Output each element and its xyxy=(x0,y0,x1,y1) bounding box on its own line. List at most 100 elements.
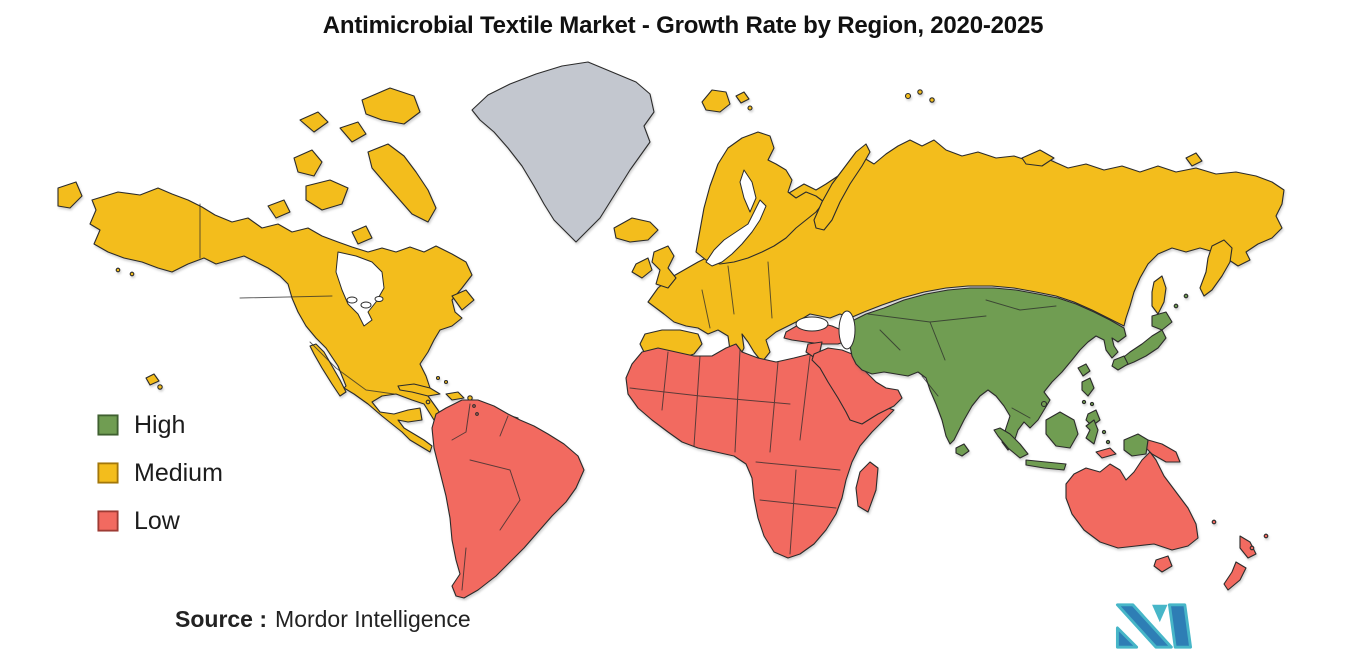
border-europe xyxy=(701,289,711,329)
border-south-america xyxy=(499,415,509,437)
greenland xyxy=(471,61,655,243)
border-europe xyxy=(767,261,773,319)
border-south-america xyxy=(461,547,467,591)
lesser-antilles xyxy=(472,404,476,408)
newfoundland xyxy=(451,289,475,311)
pacific-island xyxy=(1211,519,1217,525)
logo-right-stroke xyxy=(1167,603,1193,649)
border-africa xyxy=(799,355,811,441)
asia-mainland xyxy=(847,287,1127,451)
ellesmere-island xyxy=(361,87,421,125)
border-africa xyxy=(629,387,791,405)
legend-item-high: High xyxy=(97,408,223,442)
source-value: Mordor Intelligence xyxy=(275,606,471,632)
legend-swatch-low-icon xyxy=(97,510,119,532)
pacific-island xyxy=(1263,533,1269,539)
aleutian-island xyxy=(115,267,121,273)
source-prefix: Source : xyxy=(175,606,268,632)
philippines-island xyxy=(1089,401,1095,407)
hainan xyxy=(1040,400,1048,408)
great-britain xyxy=(651,245,677,289)
kuril-island xyxy=(1173,303,1179,309)
bering-fragment xyxy=(57,181,83,209)
ireland xyxy=(631,257,653,279)
hudson-bay xyxy=(335,251,385,327)
legend-label-high: High xyxy=(134,410,186,439)
border-africa xyxy=(734,349,741,453)
sumatra xyxy=(993,427,1029,459)
caspian-sea xyxy=(838,310,856,350)
border-asia xyxy=(929,321,946,361)
philippines-luzon xyxy=(1081,377,1095,397)
kamchatka xyxy=(1199,239,1233,297)
new-zealand-north xyxy=(1239,535,1257,559)
gulf-of-bothnia xyxy=(739,169,757,213)
baffin-island xyxy=(367,143,437,223)
legend-item-medium: Medium xyxy=(97,456,223,490)
kuril-island xyxy=(1183,293,1189,299)
africa xyxy=(625,343,895,559)
borneo xyxy=(1045,411,1079,449)
hawaii xyxy=(157,384,163,390)
new-zealand-south xyxy=(1223,561,1247,591)
logo-middle-triangle xyxy=(1152,604,1168,623)
iceland xyxy=(613,217,659,243)
border-south-america xyxy=(469,459,521,501)
border-africa xyxy=(769,361,779,453)
jamaica xyxy=(425,399,431,405)
black-sea xyxy=(795,316,829,332)
arctic-island xyxy=(267,199,291,219)
svalbard xyxy=(735,91,750,104)
java xyxy=(1025,459,1067,471)
southampton-island xyxy=(351,225,373,245)
japan-kyushu xyxy=(1111,355,1129,371)
legend-item-low: Low xyxy=(97,504,223,538)
australia xyxy=(1065,451,1199,551)
border-africa xyxy=(693,355,701,447)
region-group-no-data xyxy=(471,61,655,243)
tasmania xyxy=(1153,555,1173,573)
baltic-sea xyxy=(705,199,767,267)
legend: High Medium Low xyxy=(97,408,223,552)
legend-label-medium: Medium xyxy=(134,458,223,487)
japan-hokkaido xyxy=(1151,311,1173,331)
arctic-island xyxy=(299,111,329,133)
legend-swatch-high xyxy=(97,414,119,436)
south-america xyxy=(431,399,585,599)
timor xyxy=(1095,447,1117,459)
taiwan xyxy=(1077,363,1091,377)
great-lake xyxy=(346,296,358,304)
arctic-island xyxy=(305,179,349,211)
region-group-low xyxy=(431,321,1269,599)
wrangel-island xyxy=(1185,152,1203,167)
mordor-intelligence-logo xyxy=(1115,603,1193,649)
border-africa xyxy=(759,499,837,509)
sulawesi xyxy=(1085,419,1099,445)
cuba xyxy=(397,383,441,397)
franz-josef-land xyxy=(904,92,912,100)
bahamas xyxy=(435,375,441,381)
border-asia xyxy=(1011,407,1031,419)
north-america xyxy=(89,187,473,453)
border-south-america xyxy=(499,499,521,531)
franz-josef-land xyxy=(917,89,923,95)
philippines-mindanao xyxy=(1085,409,1101,427)
border-europe xyxy=(727,265,735,315)
logo-left-stroke xyxy=(1115,603,1173,649)
border-south-america xyxy=(451,403,471,441)
svalbard xyxy=(701,89,731,113)
svalbard xyxy=(747,105,753,111)
hispaniola xyxy=(445,391,465,401)
legend-swatch-high-icon xyxy=(97,414,119,436)
new-siberian-islands xyxy=(1021,149,1055,167)
moluccas xyxy=(1101,429,1107,435)
arctic-island xyxy=(293,149,323,177)
legend-swatch-medium xyxy=(97,462,119,484)
moluccas xyxy=(1105,439,1111,445)
legend-label-low: Low xyxy=(134,506,180,535)
bahamas xyxy=(443,379,449,385)
page-title: Antimicrobial Textile Market - Growth Ra… xyxy=(322,12,1044,39)
sri-lanka xyxy=(955,443,970,457)
